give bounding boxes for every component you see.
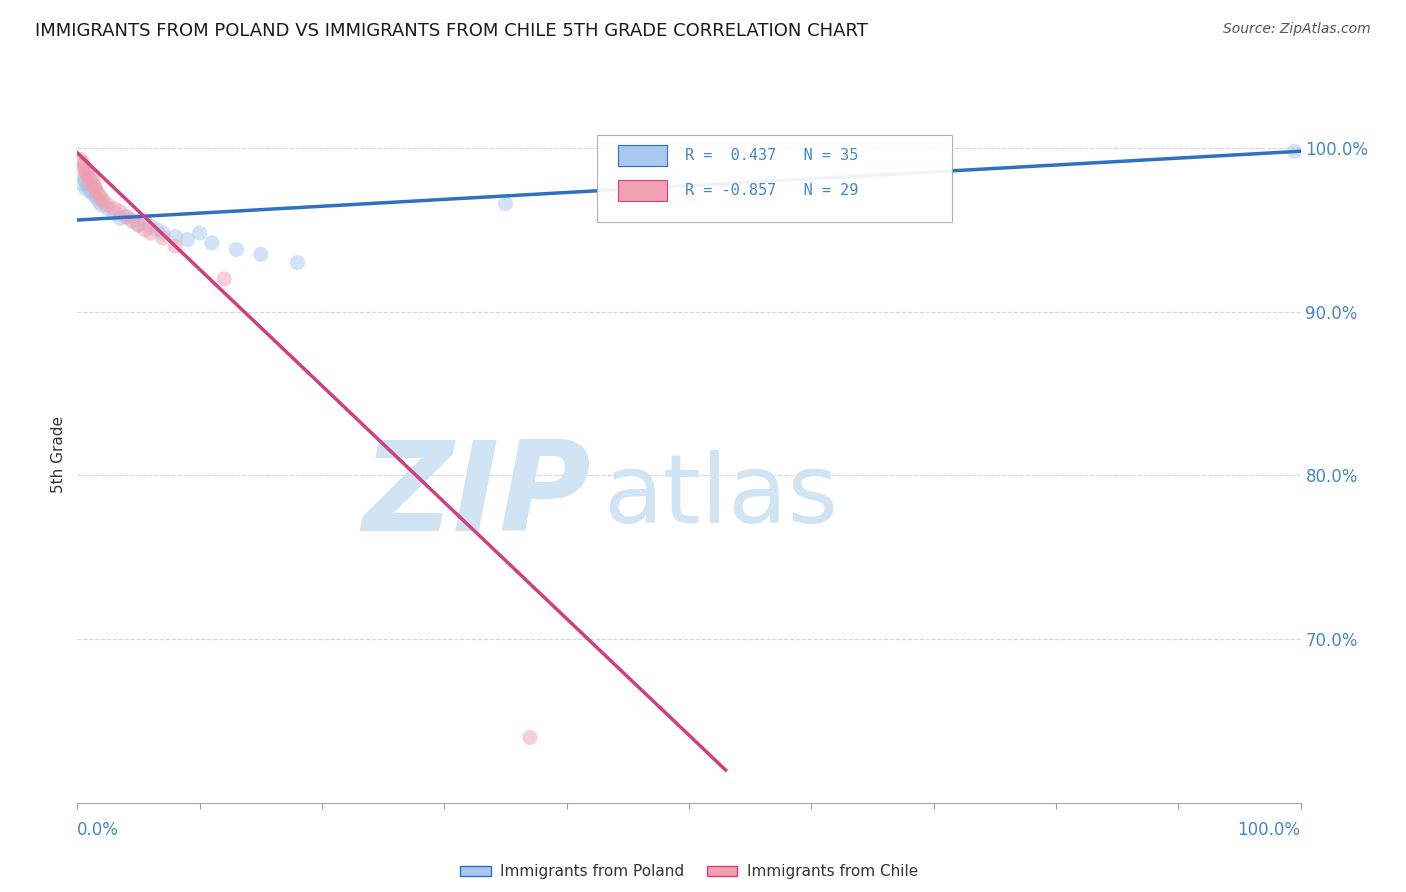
- Point: [70, 155, 93, 169]
- Point: [225, 243, 247, 257]
- Point: [84, 188, 107, 202]
- Point: [165, 229, 187, 244]
- Point: [250, 247, 273, 261]
- Point: [152, 226, 174, 240]
- Point: [70, 153, 93, 167]
- Point: [79, 182, 101, 196]
- Point: [77, 170, 100, 185]
- Text: ZIP: ZIP: [363, 436, 591, 558]
- Point: [139, 219, 162, 234]
- Point: [86, 192, 108, 206]
- Point: [139, 226, 162, 240]
- Text: atlas: atlas: [603, 450, 838, 543]
- Point: [108, 204, 131, 219]
- Point: [165, 239, 187, 253]
- Point: [103, 202, 125, 216]
- Point: [73, 162, 96, 177]
- Point: [495, 196, 517, 211]
- Point: [80, 177, 103, 191]
- Point: [82, 186, 104, 201]
- Point: [83, 184, 105, 198]
- Point: [115, 210, 138, 224]
- Legend: Immigrants from Poland, Immigrants from Chile: Immigrants from Poland, Immigrants from …: [454, 858, 924, 886]
- Point: [121, 214, 143, 228]
- Point: [76, 175, 98, 189]
- Point: [152, 231, 174, 245]
- Point: [103, 206, 125, 220]
- Point: [93, 194, 115, 209]
- Point: [134, 223, 156, 237]
- Point: [97, 198, 120, 212]
- Point: [89, 194, 111, 209]
- Point: [1284, 145, 1306, 159]
- Point: [83, 178, 105, 193]
- Point: [89, 188, 111, 202]
- Point: [84, 182, 107, 196]
- Point: [79, 174, 101, 188]
- Point: [176, 233, 198, 247]
- Point: [519, 731, 541, 745]
- Point: [75, 165, 97, 179]
- Point: [70, 177, 93, 191]
- Text: R = -0.857   N = 29: R = -0.857 N = 29: [685, 183, 859, 198]
- Point: [146, 223, 169, 237]
- Point: [121, 213, 143, 227]
- Point: [188, 226, 211, 240]
- Point: [678, 190, 700, 204]
- Point: [127, 218, 149, 232]
- Bar: [619, 180, 666, 201]
- Text: 100.0%: 100.0%: [1237, 821, 1301, 838]
- Point: [127, 218, 149, 232]
- Point: [77, 178, 100, 193]
- Point: [115, 210, 138, 224]
- Point: [80, 180, 103, 194]
- Point: [108, 211, 131, 226]
- Text: 0.0%: 0.0%: [77, 821, 120, 838]
- Point: [82, 175, 104, 189]
- Text: Source: ZipAtlas.com: Source: ZipAtlas.com: [1223, 22, 1371, 37]
- Point: [73, 174, 96, 188]
- Text: IMMIGRANTS FROM POLAND VS IMMIGRANTS FROM CHILE 5TH GRADE CORRELATION CHART: IMMIGRANTS FROM POLAND VS IMMIGRANTS FRO…: [35, 22, 868, 40]
- FancyBboxPatch shape: [598, 135, 952, 222]
- Point: [201, 235, 224, 250]
- Point: [72, 170, 94, 185]
- Point: [86, 185, 108, 199]
- Text: R =  0.437   N = 35: R = 0.437 N = 35: [685, 148, 859, 163]
- Bar: [619, 145, 666, 166]
- Point: [76, 167, 98, 181]
- Y-axis label: 5th Grade: 5th Grade: [51, 417, 66, 493]
- Point: [80, 185, 103, 199]
- Point: [80, 170, 103, 185]
- Point: [75, 182, 97, 196]
- Point: [72, 159, 94, 173]
- Point: [90, 198, 112, 212]
- Point: [212, 272, 235, 286]
- Point: [134, 213, 156, 227]
- Point: [90, 192, 112, 206]
- Point: [97, 202, 120, 216]
- Point: [287, 255, 309, 269]
